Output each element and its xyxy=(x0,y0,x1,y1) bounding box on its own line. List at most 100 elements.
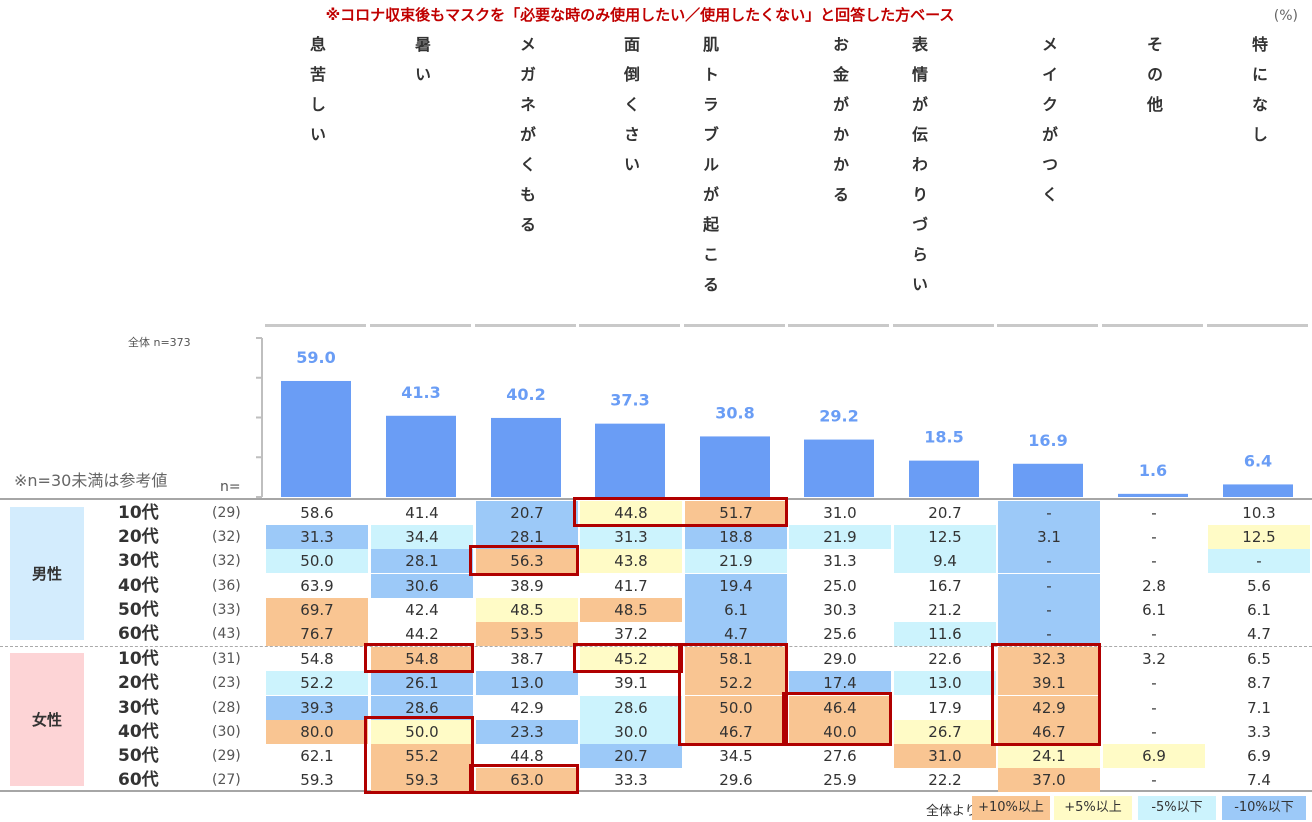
bar xyxy=(386,415,456,497)
table-cell: - xyxy=(1151,528,1157,547)
legend-item-down10: -10%以下 xyxy=(1222,796,1306,820)
table-cell: 11.6 xyxy=(894,622,996,646)
sample-size: (29) xyxy=(212,505,241,521)
table-cell: 38.7 xyxy=(510,650,544,669)
table-cell: 13.0 xyxy=(476,671,578,696)
column-header-rule xyxy=(684,324,785,327)
bar-value-label: 30.8 xyxy=(715,403,754,422)
age-label: 20代 xyxy=(118,673,159,694)
table-cell: 52.2 xyxy=(266,671,368,696)
bar-value-label: 16.9 xyxy=(1028,431,1067,450)
table-cell: 19.4 xyxy=(685,573,787,598)
table-cell: 29.6 xyxy=(719,771,753,790)
column-header: 息苦しい xyxy=(307,36,326,156)
reference-note: ※n=30未満は参考値 xyxy=(14,471,168,490)
table-cell: 40.0 xyxy=(789,719,891,744)
table-cell: 50.0 xyxy=(266,549,368,574)
table-cell: 39.3 xyxy=(266,695,368,720)
column-header: メガネがくもる xyxy=(517,36,536,246)
age-label: 10代 xyxy=(118,649,159,670)
bar xyxy=(595,423,665,497)
table-cell: 62.1 xyxy=(300,747,334,765)
table-cell: 58.6 xyxy=(300,504,334,522)
table-cell: 56.3 xyxy=(476,549,578,574)
table-cell: 53.5 xyxy=(476,622,578,646)
column-header-rule xyxy=(579,324,680,327)
table-cell: 50.0 xyxy=(685,695,787,720)
table-cell: - xyxy=(998,501,1100,525)
table-cell: 27.6 xyxy=(823,747,857,765)
table-cell: 7.1 xyxy=(1247,698,1271,717)
table-cell: 25.0 xyxy=(823,576,857,595)
table-cell: 52.2 xyxy=(685,671,787,696)
table-cell: 20.7 xyxy=(580,744,682,768)
table-cell: 26.7 xyxy=(894,719,996,744)
sample-size: (30) xyxy=(212,723,241,740)
table-cell: 3.2 xyxy=(1142,650,1166,669)
table-cell: 4.7 xyxy=(685,622,787,646)
table-cell: 54.8 xyxy=(300,650,334,669)
unit-label: (%) xyxy=(1273,8,1298,24)
table-cell: - xyxy=(1151,552,1157,571)
table-cell: 63.9 xyxy=(300,576,334,595)
age-label: 40代 xyxy=(118,721,159,742)
age-label: 50代 xyxy=(118,746,159,766)
sample-size: (28) xyxy=(212,699,241,716)
age-label: 60代 xyxy=(118,624,159,644)
table-rule xyxy=(0,790,1312,792)
bar xyxy=(1118,493,1188,497)
table-cell: 48.5 xyxy=(476,597,578,622)
table-cell: 44.8 xyxy=(510,747,544,765)
bar xyxy=(1223,484,1293,497)
table-cell: 31.0 xyxy=(894,744,996,768)
highlight-box xyxy=(678,643,788,746)
bar xyxy=(281,380,351,497)
table-cell: 59.3 xyxy=(371,768,473,793)
table-cell: 26.1 xyxy=(371,671,473,696)
highlight-box xyxy=(573,497,788,528)
sample-size: (32) xyxy=(212,553,241,570)
highlight-box xyxy=(364,643,474,674)
male-group-label: 男性 xyxy=(10,507,84,641)
table-cell: 42.4 xyxy=(405,600,439,619)
highlight-box xyxy=(469,764,579,795)
age-label: 50代 xyxy=(118,599,159,620)
table-cell: 22.2 xyxy=(928,771,962,790)
table-cell: 42.9 xyxy=(510,698,544,717)
table-cell: 28.1 xyxy=(476,525,578,550)
table-cell: 12.5 xyxy=(894,525,996,550)
table-cell: 31.3 xyxy=(580,525,682,550)
bar xyxy=(700,436,770,497)
table-cell: 10.3 xyxy=(1242,504,1276,522)
table-cell: 39.1 xyxy=(998,671,1100,696)
age-label: 10代 xyxy=(118,503,159,523)
table-cell: 3.1 xyxy=(998,525,1100,550)
legend-item-up5: +5%以上 xyxy=(1054,796,1132,820)
table-cell: 23.3 xyxy=(476,719,578,744)
table-cell: 13.0 xyxy=(894,671,996,696)
sample-size: (31) xyxy=(212,651,241,668)
table-cell: 28.1 xyxy=(371,549,473,574)
legend-item-up10: +10%以上 xyxy=(972,796,1050,820)
column-header-rule xyxy=(893,324,994,327)
bar xyxy=(909,460,979,497)
column-header-rule xyxy=(475,324,576,327)
sample-size: (23) xyxy=(212,675,241,692)
table-cell: 22.6 xyxy=(928,650,962,669)
table-cell: 20.7 xyxy=(476,501,578,525)
table-cell: 17.9 xyxy=(928,698,962,717)
highlight-box xyxy=(573,643,683,674)
table-cell: 17.4 xyxy=(789,671,891,696)
table-cell: - xyxy=(1151,771,1157,790)
table-cell: 43.8 xyxy=(580,549,682,574)
bar-value-label: 29.2 xyxy=(819,407,858,426)
table-cell: 6.1 xyxy=(1247,600,1271,619)
table-cell: 48.5 xyxy=(580,597,682,622)
highlight-box xyxy=(469,545,579,576)
table-cell: 45.2 xyxy=(580,647,682,672)
table-cell: 30.6 xyxy=(371,573,473,598)
column-header-rule xyxy=(1102,324,1203,327)
table-cell: 42.9 xyxy=(998,695,1100,720)
column-header: お金がかかる xyxy=(830,36,849,216)
table-cell: 18.8 xyxy=(685,525,787,550)
